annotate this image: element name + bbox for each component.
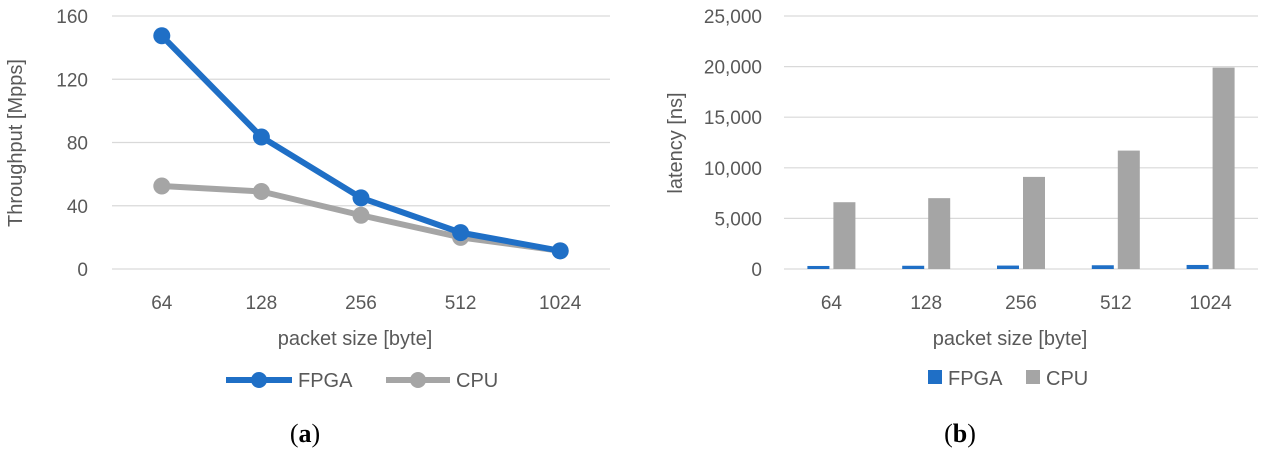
grid-b [784, 15, 1258, 270]
latency-chart: 0 5,000 10,000 15,000 20,000 25,000 64 128 256 5… [665, 7, 1258, 448]
x-tick-label: 128 [910, 293, 942, 314]
y-ticks-a: 0 40 80 120 160 [56, 7, 88, 281]
legend-item-cpu-a: CPU [386, 370, 498, 392]
x-axis-title-a: packet size [byte] [278, 328, 433, 350]
legend-a: FPGA CPU [226, 370, 498, 392]
legend-swatch-cpu-b [1026, 370, 1040, 384]
y-tick-label: 25,000 [704, 7, 762, 28]
bar-cpu [928, 198, 951, 269]
legend-item-cpu-b: CPU [1026, 368, 1088, 390]
bar-fpga [997, 265, 1019, 269]
panel-label-a-letter: a [299, 419, 312, 448]
data-point-cpu [252, 183, 270, 201]
y-tick-label: 15,000 [704, 108, 762, 129]
bar-fpga [1186, 264, 1209, 269]
grid-a [112, 15, 610, 270]
x-ticks-a: 64 128 256 512 1024 [151, 293, 582, 314]
panel-label-a: (a) [290, 419, 320, 448]
x-tick-label: 512 [1100, 293, 1132, 314]
y-axis-title-a: Throughput [Mpps] [5, 59, 27, 227]
x-tick-label: 512 [445, 293, 477, 314]
bar-fpga [1091, 265, 1114, 269]
bar-cpu [1212, 67, 1235, 269]
bar-fpga [902, 265, 925, 269]
data-point-fpga [551, 242, 569, 260]
x-tick-label: 64 [151, 293, 173, 314]
x-tick-label: 256 [1005, 293, 1037, 314]
legend-marker-fpga-a [251, 372, 267, 388]
y-tick-label: 0 [77, 260, 88, 281]
throughput-chart: 0 40 80 120 160 64 128 256 512 1024 Throughput [… [5, 7, 610, 448]
bar-cpu [1023, 176, 1045, 269]
legend-item-fpga-b: FPGA [928, 368, 1003, 390]
y-tick-label: 80 [67, 134, 88, 155]
y-tick-label: 5,000 [714, 209, 762, 230]
y-tick-label: 20,000 [704, 58, 762, 79]
x-tick-label: 1024 [1189, 293, 1232, 314]
y-tick-label: 160 [56, 7, 88, 28]
data-point-fpga [153, 27, 171, 45]
data-point-fpga [352, 189, 370, 207]
legend-marker-cpu-a [410, 372, 426, 388]
panel-label-b: (b) [944, 419, 976, 448]
x-axis-title-b: packet size [byte] [933, 328, 1088, 350]
bar-cpu [833, 202, 856, 269]
legend-label-fpga-b: FPGA [948, 368, 1003, 390]
y-tick-label: 40 [67, 197, 88, 218]
y-ticks-b: 0 5,000 10,000 15,000 20,000 25,000 [704, 7, 762, 281]
data-point-fpga [452, 224, 470, 242]
data-point-cpu [352, 206, 370, 224]
legend-label-cpu-a: CPU [456, 370, 498, 392]
series-b [807, 67, 1235, 269]
bar-fpga [807, 265, 830, 269]
x-tick-label: 64 [821, 293, 843, 314]
panel-label-b-letter: b [953, 419, 967, 448]
legend-swatch-fpga-b [928, 370, 942, 384]
x-ticks-b: 64 128 256 512 1024 [821, 293, 1232, 314]
legend-item-fpga-a: FPGA [226, 370, 353, 392]
bar-cpu [1117, 150, 1140, 269]
series-a [153, 27, 569, 260]
legend-b: FPGA CPU [928, 368, 1088, 390]
legend-label-fpga-a: FPGA [298, 370, 353, 392]
y-axis-title-b: latency [ns] [665, 92, 687, 193]
x-tick-label: 128 [246, 293, 278, 314]
data-point-fpga [252, 128, 270, 146]
x-tick-label: 1024 [539, 293, 582, 314]
y-tick-label: 10,000 [704, 159, 762, 180]
legend-label-cpu-b: CPU [1046, 368, 1088, 390]
y-tick-label: 120 [56, 70, 88, 91]
y-tick-label: 0 [751, 260, 762, 281]
x-tick-label: 256 [345, 293, 377, 314]
data-point-cpu [153, 177, 171, 195]
